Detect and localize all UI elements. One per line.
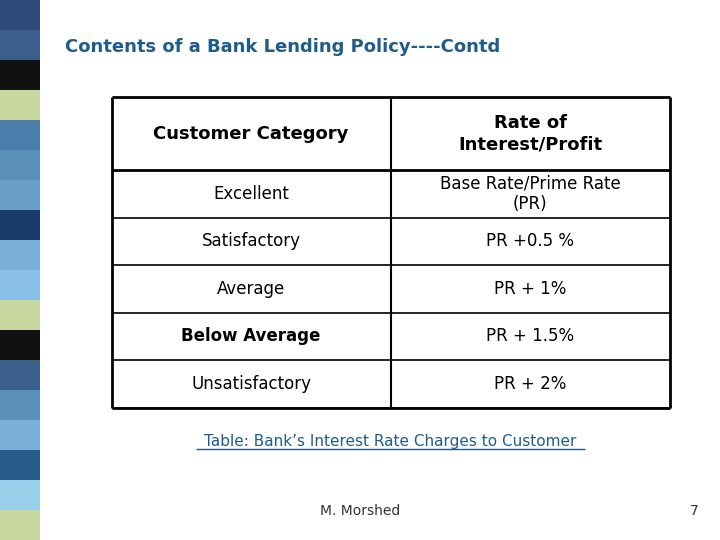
Text: Satisfactory: Satisfactory: [202, 232, 301, 251]
Text: Average: Average: [217, 280, 285, 298]
Text: Customer Category: Customer Category: [153, 125, 348, 143]
Text: Unsatisfactory: Unsatisfactory: [191, 375, 311, 393]
Text: PR + 2%: PR + 2%: [494, 375, 567, 393]
Text: Base Rate/Prime Rate
(PR): Base Rate/Prime Rate (PR): [440, 174, 621, 213]
Text: Excellent: Excellent: [213, 185, 289, 203]
Text: Below Average: Below Average: [181, 327, 321, 346]
Text: PR +0.5 %: PR +0.5 %: [486, 232, 574, 251]
Text: PR + 1%: PR + 1%: [494, 280, 567, 298]
Text: 7: 7: [690, 504, 698, 518]
Text: Contents of a Bank Lending Policy----Contd: Contents of a Bank Lending Policy----Con…: [65, 38, 500, 56]
Text: Rate of
Interest/Profit: Rate of Interest/Profit: [458, 114, 602, 153]
Text: PR + 1.5%: PR + 1.5%: [486, 327, 574, 346]
Text: Table: Bank’s Interest Rate Charges to Customer: Table: Bank’s Interest Rate Charges to C…: [204, 434, 577, 449]
Text: M. Morshed: M. Morshed: [320, 504, 400, 518]
